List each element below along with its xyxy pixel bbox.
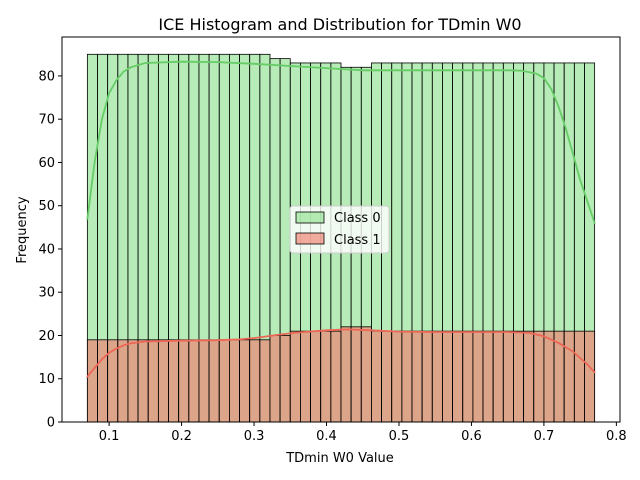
bar-class-1 (513, 330, 525, 423)
legend-label-class-0: Class 0 (334, 211, 381, 226)
bar-class-1 (482, 330, 494, 423)
bar-class-1 (452, 330, 464, 423)
bar-class-1 (472, 330, 484, 423)
bar-class-1 (127, 339, 139, 423)
bar-class-1 (239, 339, 251, 423)
bar-class-1 (137, 339, 149, 423)
kde-line-class-0 (86, 60, 596, 224)
bar-class-1 (442, 330, 454, 423)
x-tick-label: 0.8 (606, 429, 627, 444)
y-tick-label: 0 (47, 416, 55, 431)
bar-class-1 (300, 330, 311, 423)
y-tick-label: 80 (38, 69, 55, 84)
y-axis-ticks: 0 10 20 30 40 50 60 70 80 (38, 69, 62, 431)
bar-class-1 (218, 339, 230, 423)
bar-class-1 (157, 339, 169, 423)
bar-class-1 (492, 330, 504, 423)
bar-class-1 (350, 326, 362, 423)
bar-class-1 (533, 330, 545, 423)
y-tick-label: 40 (38, 242, 55, 257)
y-tick-label: 20 (38, 329, 55, 344)
bar-class-1 (320, 330, 332, 423)
legend-swatch-class-1 (295, 232, 325, 245)
bar-class-1 (584, 330, 596, 423)
bar-class-1 (543, 330, 555, 423)
bar-class-1 (462, 330, 474, 423)
x-tick-label: 0.2 (171, 429, 192, 444)
bar-class-1 (198, 339, 210, 423)
x-tick-label: 0.1 (99, 429, 120, 444)
bar-class-1 (188, 339, 200, 423)
bar-class-1 (97, 339, 109, 423)
chart-title: ICE Histogram and Distribution for TDmin… (158, 15, 521, 34)
y-tick-label: 70 (38, 113, 55, 128)
bar-class-1 (228, 339, 240, 423)
y-tick-label: 50 (38, 199, 55, 214)
x-tick-label: 0.3 (244, 429, 265, 444)
bar-class-1 (289, 330, 301, 423)
x-tick-label: 0.6 (461, 429, 482, 444)
legend: Class 0 Class 1 (289, 205, 390, 254)
bar-class-1 (431, 330, 443, 423)
kde-line-class-1 (86, 328, 596, 378)
bar-class-1 (208, 339, 220, 423)
bar-class-1 (330, 330, 342, 423)
bar-class-1 (381, 330, 393, 423)
bar-class-1 (502, 330, 514, 423)
kde-curves (86, 60, 596, 378)
bar-class-1 (340, 326, 352, 423)
bar-class-1 (117, 339, 129, 423)
x-axis-ticks: 0.1 0.2 0.3 0.4 0.5 0.6 0.7 0.8 (99, 422, 627, 444)
bar-class-1 (391, 330, 403, 423)
bar-class-1 (168, 339, 180, 423)
bar-class-1 (259, 339, 271, 423)
bar-class-1 (573, 330, 585, 423)
bar-class-1 (563, 330, 575, 423)
y-tick-label: 30 (38, 286, 55, 301)
bar-class-1 (269, 335, 281, 423)
x-tick-label: 0.5 (389, 429, 410, 444)
x-tick-label: 0.7 (534, 429, 555, 444)
bar-class-1 (249, 339, 261, 423)
bar-class-1 (401, 330, 413, 423)
bar-class-1 (279, 335, 291, 423)
plot-frame (61, 36, 621, 423)
bar-class-1 (421, 330, 433, 423)
bar-class-1 (360, 326, 372, 423)
y-tick-label: 60 (38, 156, 55, 171)
bar-class-1 (411, 330, 423, 423)
x-tick-label: 0.4 (316, 429, 337, 444)
bar-class-1 (371, 330, 382, 423)
bar-class-1 (86, 339, 98, 423)
x-axis-label: TDmin W0 Value (285, 451, 394, 466)
bar-class-1 (310, 330, 322, 423)
y-tick-label: 10 (38, 372, 55, 387)
y-axis-label: Frequency (15, 196, 30, 263)
legend-swatch-class-0 (295, 211, 325, 224)
bar-class-1 (523, 330, 535, 423)
bar-class-1 (147, 339, 159, 423)
legend-label-class-1: Class 1 (334, 233, 381, 248)
bar-class-1 (178, 339, 190, 423)
